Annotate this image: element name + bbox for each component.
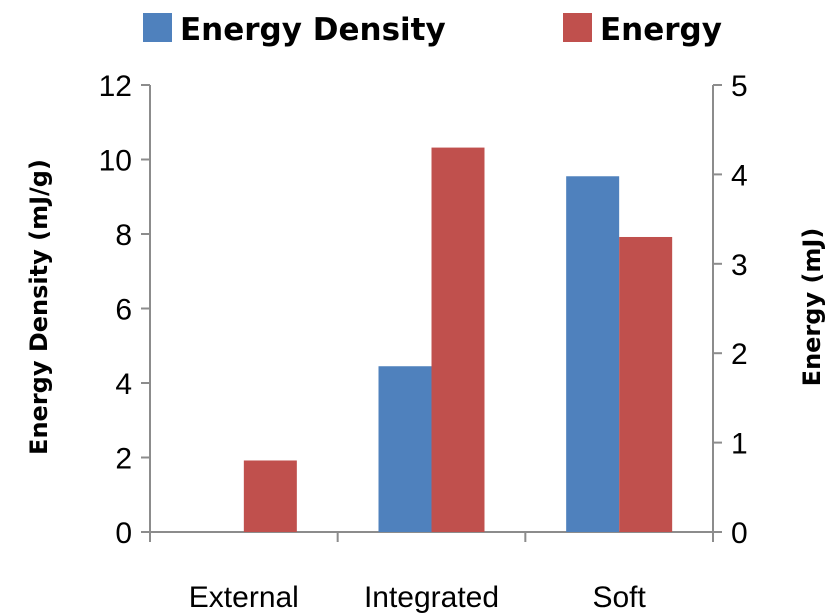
bar-energy-integrated <box>431 147 485 532</box>
x-tick-label-external: External <box>189 581 299 614</box>
bar-energy-external <box>243 460 297 532</box>
y-tick-label-left: 8 <box>115 219 132 252</box>
legend-swatch-energy <box>563 13 592 42</box>
y-tick-label-left: 4 <box>115 368 132 401</box>
y-tick-label-right: 4 <box>731 159 748 192</box>
legend-label-energy-density: Energy Density <box>180 12 446 48</box>
x-tick-label-integrated: Integrated <box>364 581 499 614</box>
y-tick-label-left: 10 <box>99 145 132 178</box>
y-tick-label-right: 3 <box>731 249 748 282</box>
y-tick-label-left: 12 <box>99 70 132 103</box>
bars <box>243 147 673 533</box>
legend-swatch-energy-density <box>143 13 172 42</box>
bar-energy-density-integrated <box>378 366 432 532</box>
y-tick-label-left: 0 <box>115 517 132 550</box>
legend: Energy Density Energy <box>143 12 722 48</box>
legend-label-energy: Energy <box>600 12 722 48</box>
y-axis-label-left: Energy Density (mJ/g) <box>25 159 53 455</box>
y-tick-label-right: 2 <box>731 338 748 371</box>
axis-labels: Energy Density (mJ/g) Energy (mJ) <box>25 159 825 455</box>
y-axis-label-right: Energy (mJ) <box>798 228 825 387</box>
y-tick-label-right: 5 <box>731 70 748 103</box>
y-tick-label-right: 0 <box>731 517 748 550</box>
y-tick-label-right: 1 <box>731 428 748 461</box>
y-tick-label-left: 6 <box>115 294 132 327</box>
bar-energy-soft <box>619 236 673 533</box>
bar-energy-density-soft <box>566 176 620 532</box>
y-tick-label-left: 2 <box>115 443 132 476</box>
x-tick-label-soft: Soft <box>592 581 646 614</box>
